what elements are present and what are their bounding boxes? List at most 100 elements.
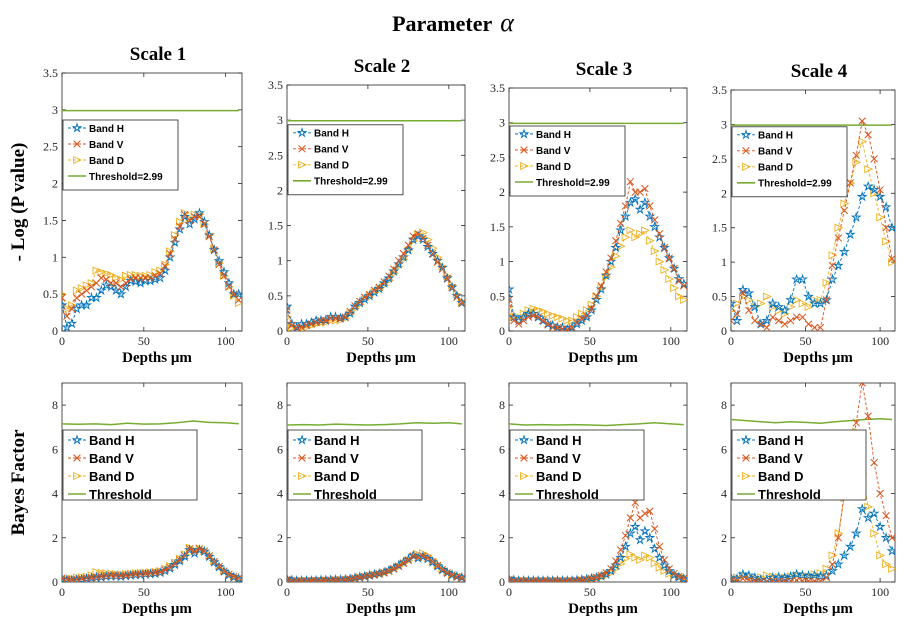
series-layer [62, 109, 242, 331]
y-tick-label: 6 [277, 442, 283, 456]
data-point [595, 283, 607, 294]
y-tick-label: 0 [721, 575, 727, 589]
legend-marker [742, 454, 750, 462]
y-tick-label: 2 [499, 185, 505, 199]
data-point [864, 165, 874, 174]
legend-label: Band H [536, 130, 571, 141]
data-point [650, 216, 659, 224]
legend-label: Threshold=2.99 [758, 179, 832, 190]
data-point [816, 295, 826, 305]
data-point [679, 295, 687, 304]
legend-label: Band D [314, 161, 349, 172]
x-axis-label: Depths μm [783, 350, 853, 366]
data-point [185, 216, 194, 225]
data-point [804, 302, 814, 312]
data-point [654, 231, 666, 242]
data-point [399, 559, 409, 568]
data-point [67, 301, 77, 310]
legend-marker [296, 434, 308, 445]
legend-item: Band H [293, 127, 349, 140]
series-band-v [509, 177, 687, 331]
y-tick-label: 4 [721, 487, 727, 501]
data-point [230, 290, 238, 298]
data-point [592, 292, 601, 301]
x-tick-label: 0 [506, 585, 512, 599]
data-point [810, 577, 819, 582]
data-point [828, 261, 837, 270]
legend-item: Band H [515, 433, 582, 448]
data-point [592, 573, 601, 581]
figure-title-symbol: α [500, 8, 515, 37]
data-point [161, 262, 169, 270]
legend-box [287, 429, 423, 501]
data-point [828, 251, 838, 260]
legend-marker [298, 454, 306, 462]
data-point [757, 577, 765, 582]
data-point [121, 271, 131, 280]
data-point [390, 564, 398, 573]
data-point [107, 270, 117, 280]
data-point [419, 234, 427, 242]
data-point [840, 206, 849, 215]
data-point [409, 232, 417, 240]
data-point [62, 574, 66, 582]
data-point [767, 297, 779, 309]
data-point [757, 320, 765, 328]
data-point [544, 320, 552, 328]
data-point [322, 316, 330, 325]
data-point [524, 313, 533, 321]
legend-label: Band V [314, 145, 349, 156]
y-tick-label: 3.5 [43, 66, 58, 80]
data-point [864, 502, 874, 511]
data-point [453, 572, 461, 581]
data-point [862, 512, 874, 523]
data-point [660, 265, 670, 275]
threshold-line [731, 418, 893, 424]
data-point [874, 520, 886, 532]
data-point [126, 275, 135, 284]
data-point [768, 313, 777, 321]
legend-label: Band H [536, 433, 582, 448]
data-point [663, 252, 675, 263]
data-point [739, 574, 747, 582]
legend-label: Band D [314, 469, 360, 484]
data-point [670, 264, 678, 273]
x-axis-label: Depths μm [568, 350, 638, 366]
y-tick-label: 0.5 [43, 287, 58, 301]
data-point [509, 296, 513, 304]
data-point [629, 520, 641, 532]
legend-label: Band D [536, 469, 582, 484]
data-point [838, 246, 850, 257]
data-point [668, 262, 680, 274]
data-point [655, 257, 665, 266]
data-point [882, 223, 890, 232]
legend-marker [740, 129, 752, 140]
legend-item: Band V [68, 140, 124, 151]
legend-label: Band H [758, 433, 804, 448]
legend-item: Band D [68, 156, 124, 167]
legend-item: Band D [737, 163, 793, 174]
data-point [602, 272, 612, 281]
y-tick-label: 2 [52, 531, 58, 545]
legend-item: Threshold [68, 487, 152, 502]
data-point [102, 269, 112, 278]
data-point [822, 296, 831, 304]
data-point [733, 577, 741, 582]
legend-item: Band D [68, 469, 135, 484]
legend-label: Band D [89, 156, 124, 167]
data-point [641, 509, 649, 518]
data-point [856, 190, 868, 202]
legend-item: Band V [515, 146, 571, 157]
legend-box [62, 119, 179, 191]
data-point [383, 272, 395, 284]
data-point [797, 273, 809, 285]
data-point [156, 269, 164, 278]
data-point [762, 292, 772, 301]
legend-label: Band V [758, 451, 803, 466]
legend-marker [73, 155, 83, 165]
legend-item: Band D [293, 161, 349, 172]
legend-item: Band V [515, 451, 581, 466]
data-point [645, 236, 655, 245]
data-point [763, 577, 771, 582]
data-point [213, 561, 225, 572]
